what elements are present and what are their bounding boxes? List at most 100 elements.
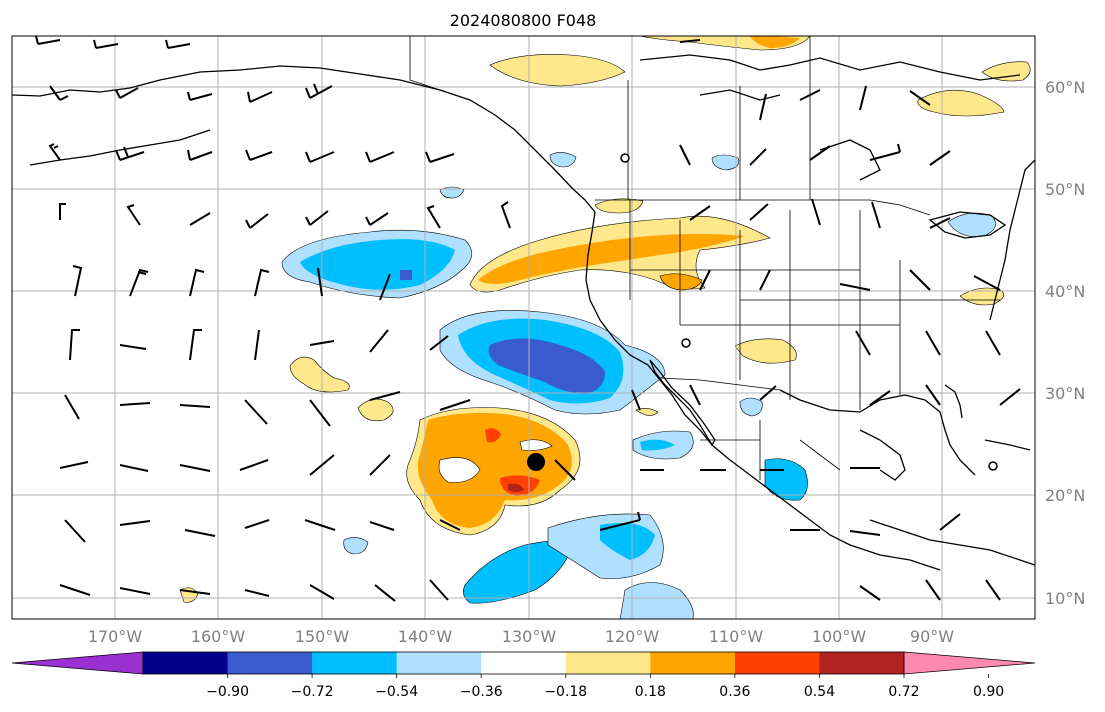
gulf-coast [779, 389, 976, 476]
wind-barb [254, 268, 270, 297]
wind-barb [244, 399, 268, 425]
colorbar-segment [143, 652, 229, 674]
colorbar-tick-label: 0.18 [635, 684, 666, 700]
neg-field-12 [549, 152, 577, 168]
wind-barb [689, 384, 701, 406]
colorbar-segment [312, 652, 398, 674]
wind-barb [855, 330, 871, 356]
neg-field-4 [619, 582, 694, 619]
wind-barb [115, 87, 139, 99]
colorbar-extend-high [903, 651, 1036, 675]
colorbar-tick-label: −0.18 [544, 684, 587, 700]
wind-barb [925, 384, 941, 406]
wind-barbs [35, 36, 1021, 602]
colorbar-tick-label: −0.72 [291, 684, 334, 700]
lon-label: 90°W [910, 627, 954, 646]
wind-barb [309, 584, 335, 600]
wind-barb [189, 329, 202, 361]
wind-barb [239, 459, 269, 471]
wind-barb [48, 143, 61, 161]
colorbar-segment [481, 652, 567, 674]
wind-barb [869, 390, 891, 406]
map-frame [11, 35, 1036, 620]
pos-field-12 [659, 273, 703, 291]
wind-barb [254, 329, 260, 361]
neg-field-3 [463, 540, 571, 604]
wind-barb [999, 388, 1021, 406]
colorbar-tick-label: 0.90 [973, 684, 1004, 700]
wind-barb [245, 149, 273, 161]
lat-label: 10°N [1045, 589, 1085, 608]
wind-barb [925, 579, 941, 601]
wind-barb [429, 335, 449, 351]
lat-label: 50°N [1045, 180, 1085, 199]
wind-barb [305, 151, 335, 163]
wind-barb [245, 213, 269, 229]
us-states [629, 200, 1000, 410]
wind-barb [374, 584, 396, 602]
wind-barb [244, 589, 270, 597]
wind-barb [309, 340, 335, 346]
wind-barb [115, 146, 145, 161]
pos-field-11 [594, 198, 644, 214]
neg-field-1-max [400, 270, 412, 280]
colorbar-segment [565, 652, 651, 674]
wind-barb [64, 519, 86, 543]
wind-barb [500, 201, 511, 229]
wind-barb [119, 344, 147, 350]
wind-barb [909, 90, 931, 106]
longitude-labels: 170°W 160°W 150°W 140°W 130°W 120°W 110°… [88, 627, 954, 646]
pos-field-6 [981, 61, 1031, 82]
pos-field-4-core [750, 36, 800, 48]
alaska-canada-border [409, 36, 441, 91]
wind-barb [369, 391, 401, 401]
alaska-coast [12, 65, 596, 213]
wind-barb [59, 203, 66, 220]
neg-field-3-core [600, 522, 655, 560]
wind-barb [425, 151, 455, 163]
neg-field-11 [343, 537, 369, 555]
wind-barb [909, 269, 931, 291]
wind-barb [184, 529, 216, 537]
wind-barb [369, 521, 395, 531]
wind-barb [119, 464, 149, 472]
station-marker-2 [681, 338, 691, 348]
colorbar-segment [396, 652, 482, 674]
pos-field-5 [917, 89, 1005, 117]
wind-barb [871, 201, 881, 229]
wind-barb [869, 143, 901, 161]
wind-barb [859, 85, 867, 111]
lat-label: 40°N [1045, 282, 1085, 301]
wind-barb [799, 89, 821, 101]
pos-field-10 [959, 287, 1005, 306]
lat-label: 20°N [1045, 486, 1085, 505]
wind-barb [554, 459, 576, 481]
wind-barb [72, 265, 83, 297]
central-america [869, 519, 1035, 566]
wind-barb [304, 519, 336, 531]
yucatan [859, 429, 906, 481]
wind-barb [811, 198, 821, 226]
wind-barb [305, 83, 333, 99]
wind-barb [429, 579, 449, 601]
pos-field-7 [734, 338, 797, 364]
wind-barb [64, 394, 80, 420]
baja [649, 359, 716, 447]
wind-barb [189, 268, 205, 297]
wind-barb [365, 212, 389, 226]
colorbar-segment [650, 652, 736, 674]
wind-barb [369, 329, 389, 353]
lon-label: 120°W [605, 627, 660, 646]
east-coast [989, 159, 1035, 321]
station-marker-1 [620, 153, 630, 163]
wind-barb [69, 329, 80, 361]
wind-barb [189, 212, 211, 226]
wind-barb [59, 584, 91, 596]
wind-barb [244, 519, 270, 529]
west-coast-na [585, 211, 941, 571]
great-lakes [928, 211, 1007, 239]
wind-barb [187, 91, 213, 101]
wind-barb [859, 585, 881, 601]
florida [944, 384, 963, 419]
